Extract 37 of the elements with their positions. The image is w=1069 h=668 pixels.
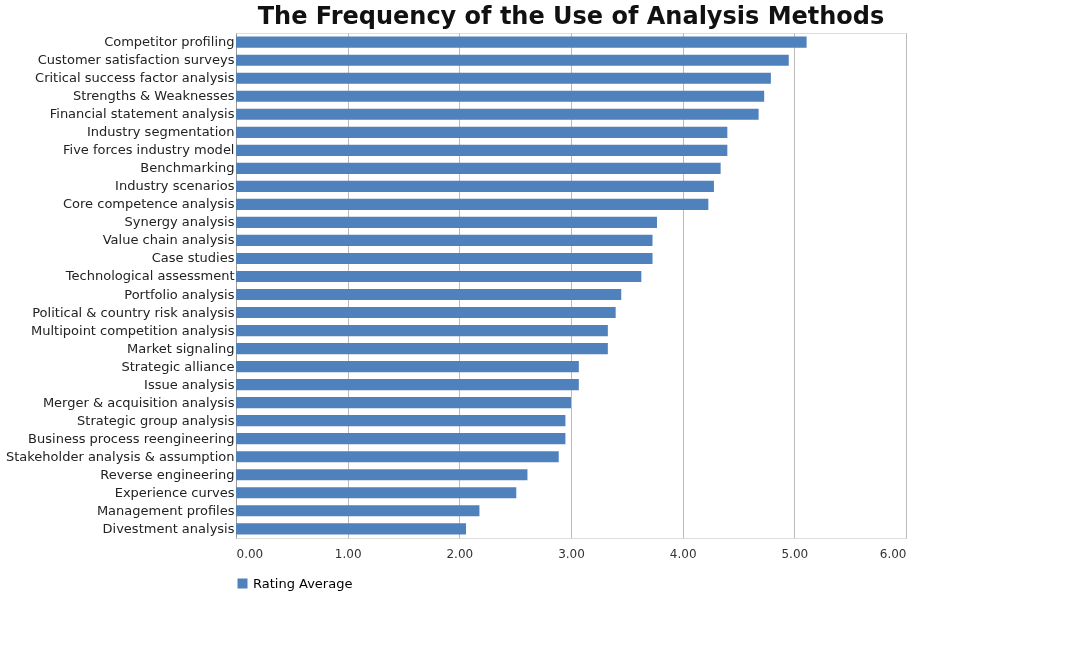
y-tick-label: Strengths & Weaknesses [72, 88, 235, 104]
y-tick-label: Issue analysis [144, 376, 235, 392]
y-tick-label: Customer satisfaction surveys [37, 52, 235, 68]
y-tick-label: Reverse engineering [100, 466, 235, 482]
y-tick-label: Merger & acquisition analysis [42, 394, 235, 410]
y-tick-label: Value chain analysis [102, 232, 235, 248]
y-tick-label: Multipoint competition analysis [31, 322, 235, 338]
y-tick-label: Competitor profiling [104, 34, 235, 50]
y-tick-label: Case studies [151, 250, 235, 266]
y-tick-label: Critical success factor analysis [35, 70, 235, 86]
y-tick-label: Core competence analysis [63, 196, 235, 212]
chart-title: The Frequency of the Use of Analysis Methods [257, 2, 885, 30]
y-tick-label: Industry segmentation [87, 124, 235, 140]
x-tick-label: 6.00 [879, 546, 907, 561]
legend-label: Rating Average [253, 575, 353, 591]
y-tick-label: Synergy analysis [124, 214, 235, 230]
y-tick-label: Experience curves [114, 484, 235, 500]
y-tick-label: Financial statement analysis [49, 106, 235, 122]
x-tick-label: 2.00 [446, 546, 474, 561]
y-tick-label: Strategic group analysis [77, 412, 235, 428]
y-tick-label: Benchmarking [140, 160, 235, 176]
x-tick-label: 0.00 [236, 546, 264, 561]
x-tick-label: 4.00 [669, 546, 697, 561]
y-tick-label: Stakeholder analysis & assumption [5, 448, 235, 464]
y-tick-label: Political & country risk analysis [32, 304, 235, 320]
y-tick-label: Industry scenarios [115, 178, 235, 194]
x-tick-label: 5.00 [781, 546, 809, 561]
x-tick-label: 1.00 [334, 546, 362, 561]
y-tick-label: Portfolio analysis [124, 286, 235, 302]
y-tick-label: Divestment analysis [102, 520, 235, 536]
y-tick-label: Strategic alliance [121, 358, 235, 374]
x-tick-label: 3.00 [558, 546, 585, 561]
y-tick-label: Business process reengineering [28, 430, 235, 446]
y-tick-label: Management profiles [96, 502, 235, 518]
y-tick-label: Market signaling [127, 340, 235, 356]
y-tick-label: Five forces industry model [63, 142, 235, 158]
y-tick-label: Technological assessment [64, 268, 235, 284]
